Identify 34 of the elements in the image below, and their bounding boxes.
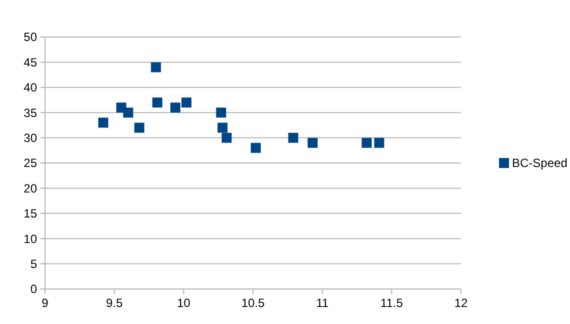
point <box>288 132 298 143</box>
x-tick-label: 11 <box>316 296 329 310</box>
x-tick-label: 11.5 <box>380 296 404 310</box>
x-tick-label: 10 <box>176 296 191 310</box>
point <box>308 138 318 148</box>
point <box>170 102 180 113</box>
y-tick-label: 50 <box>24 30 38 44</box>
point <box>374 138 384 148</box>
x-tick-label: 12 <box>454 296 468 310</box>
point <box>150 62 161 72</box>
y-tick-label: 0 <box>30 282 38 296</box>
y-tick-label: 40 <box>24 80 38 95</box>
point <box>217 122 228 133</box>
point <box>152 98 162 108</box>
y-tick-label: 45 <box>24 55 38 70</box>
y-tick-label: 35 <box>24 106 38 120</box>
y-tick-label: 25 <box>24 156 38 170</box>
point <box>98 118 108 128</box>
y-tick-label: 15 <box>24 206 38 221</box>
x-tick-label: 9.5 <box>106 296 123 310</box>
point <box>362 138 372 148</box>
x-tick-label: 10.5 <box>241 296 265 310</box>
legend-label: BC-Speed <box>512 156 568 170</box>
x-tick-label: 9 <box>42 296 49 310</box>
y-tick-label: 30 <box>24 131 38 145</box>
y-tick-label: 5 <box>30 257 38 271</box>
point <box>123 108 134 118</box>
point <box>181 98 192 108</box>
point <box>222 132 232 143</box>
point <box>216 108 226 118</box>
y-tick-label: 10 <box>24 232 38 246</box>
y-tick-label: 20 <box>24 181 38 196</box>
point <box>250 142 261 153</box>
point <box>134 122 144 133</box>
